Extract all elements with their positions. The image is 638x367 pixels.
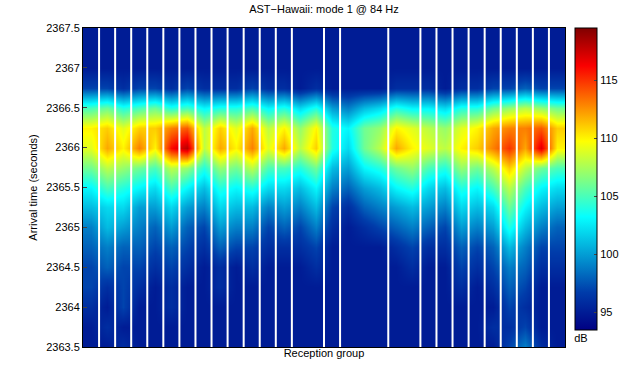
svg-text:2364: 2364	[55, 301, 79, 313]
svg-text:AST−Hawaii: mode 1 @ 84 Hz: AST−Hawaii: mode 1 @ 84 Hz	[249, 3, 399, 15]
svg-text:2365.5: 2365.5	[46, 181, 80, 193]
svg-text:2366.5: 2366.5	[46, 102, 80, 114]
svg-text:dB: dB	[574, 332, 587, 344]
svg-text:95: 95	[600, 306, 612, 318]
svg-text:100: 100	[600, 248, 618, 260]
svg-text:2365: 2365	[55, 221, 79, 233]
svg-text:Reception group: Reception group	[284, 347, 365, 359]
svg-text:110: 110	[600, 132, 618, 144]
svg-text:Arrival time (seconds): Arrival time (seconds)	[27, 134, 39, 240]
svg-text:2367.5: 2367.5	[46, 22, 80, 34]
svg-text:115: 115	[600, 74, 618, 86]
svg-text:2366: 2366	[55, 141, 79, 153]
svg-text:2367: 2367	[55, 62, 79, 74]
svg-text:2364.5: 2364.5	[46, 261, 80, 273]
svg-text:2363.5: 2363.5	[46, 341, 80, 353]
svg-text:105: 105	[600, 190, 618, 202]
